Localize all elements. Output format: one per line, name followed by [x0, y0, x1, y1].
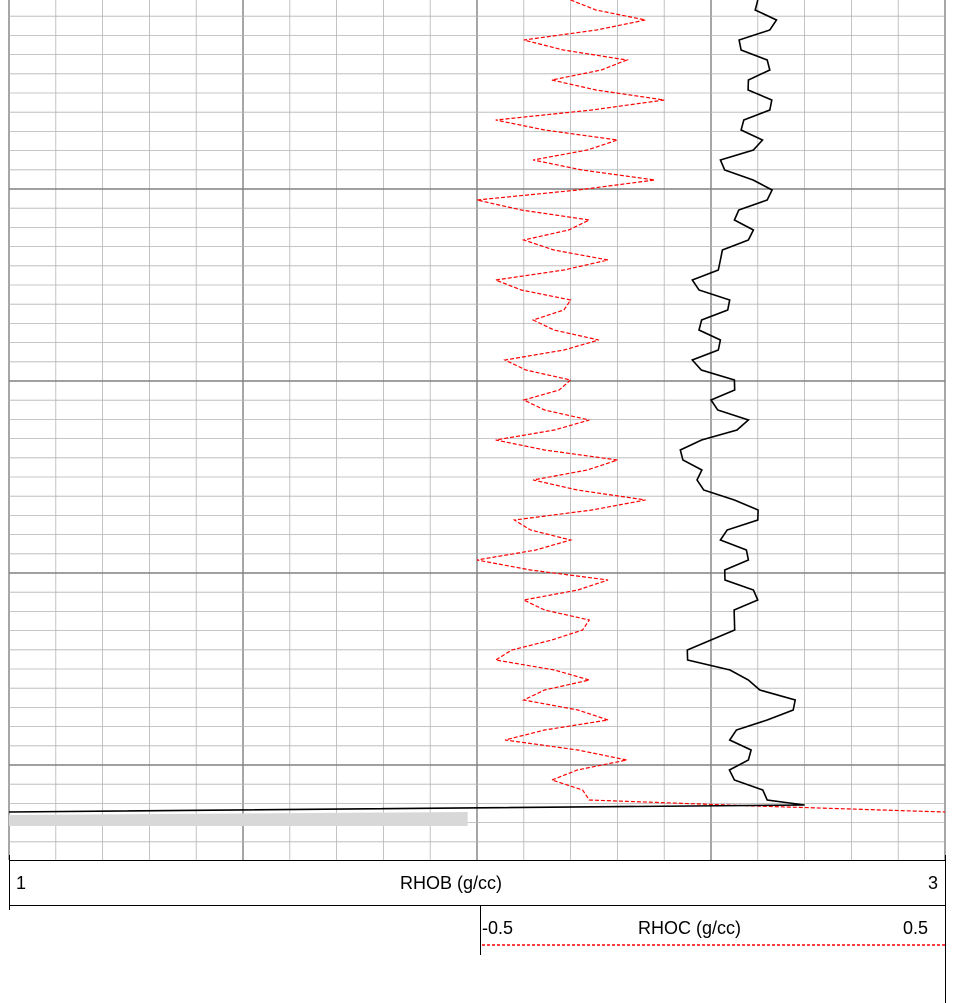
rhoc-scale-label: RHOC (g/cc) [638, 918, 741, 938]
rhob-scale-min: 1 [16, 873, 27, 893]
rhob-scale-bottom-border [9, 905, 945, 906]
rhoc-scale-left-border [480, 905, 481, 955]
rhoc-legend-line [482, 944, 945, 946]
rhob-curve [8, 0, 805, 813]
rhob-scale-top-border [9, 860, 945, 861]
rhoc-curve [476, 0, 946, 813]
log-track [8, 0, 946, 860]
rhoc-scale-max: 0.5 [903, 918, 929, 938]
track-right-border [945, 855, 946, 1003]
rhob-scale-max: 3 [928, 873, 939, 893]
rhob-tail-shading [9, 812, 468, 826]
grid [8, 0, 946, 860]
rhob-shading [9, 812, 468, 826]
rhoc-scale-min: -0.5 [482, 918, 514, 938]
rhob-scale-label: RHOB (g/cc) [400, 873, 503, 893]
track-left-border [9, 855, 10, 910]
